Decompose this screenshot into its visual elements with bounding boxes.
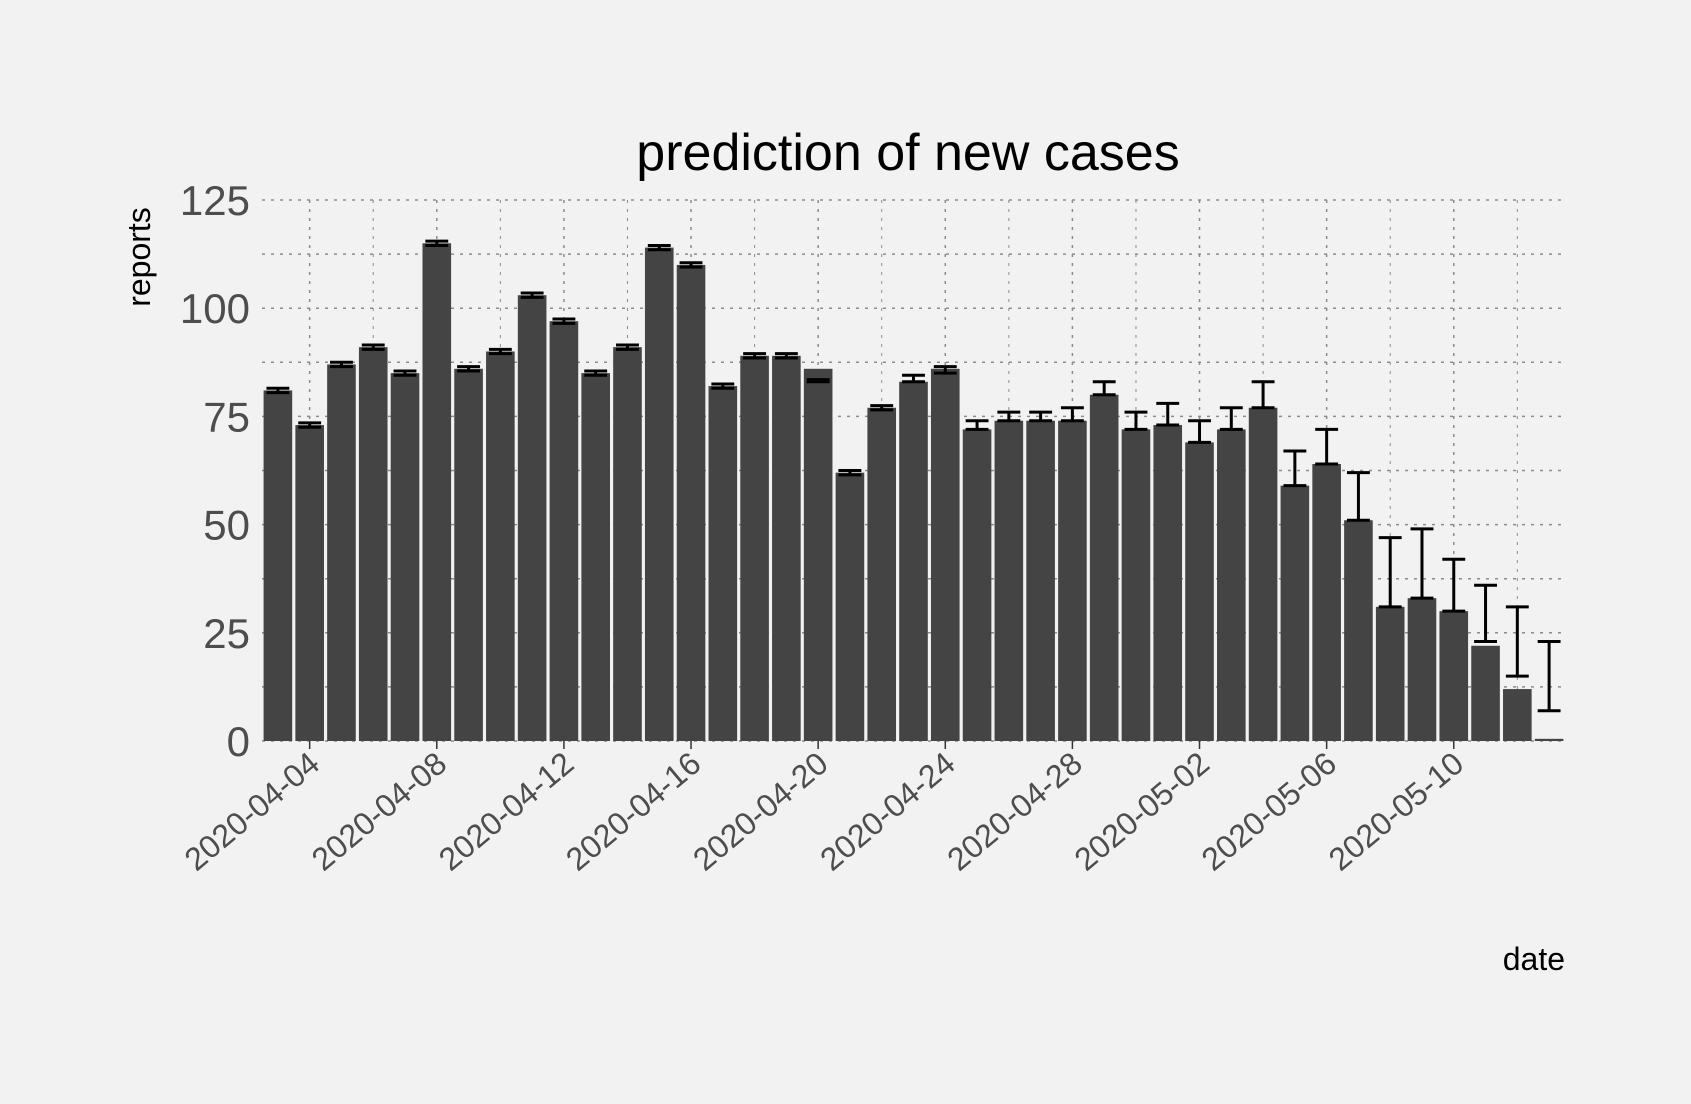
y-tick-label: 125: [180, 177, 250, 224]
error-bar: [774, 352, 798, 360]
bar: [358, 347, 388, 741]
error-bar: [997, 410, 1021, 423]
error-bar: [711, 382, 735, 390]
error-bar: [933, 365, 957, 375]
bar: [581, 373, 610, 741]
bar: [1058, 420, 1087, 741]
error-bar: [520, 291, 544, 299]
bar: [803, 368, 833, 741]
bars: [263, 243, 1564, 741]
bar: [1439, 611, 1469, 741]
bar: [1280, 485, 1310, 741]
error-bar: [1092, 380, 1116, 397]
bar: [740, 355, 769, 741]
error-bar: [743, 352, 767, 360]
error-bar: [1505, 605, 1529, 678]
bar: [1185, 442, 1214, 741]
error-bar: [1060, 406, 1084, 423]
y-tick-label: 25: [203, 610, 250, 657]
error-bar: [298, 421, 322, 429]
bar: [1026, 420, 1055, 741]
bar: [835, 472, 865, 741]
error-bar: [965, 419, 989, 431]
y-tick-label: 50: [203, 502, 250, 549]
error-bar: [1188, 419, 1211, 444]
bar: [930, 368, 960, 741]
y-axis-ticks: 0 25 50 75 100 125: [180, 177, 250, 765]
bar: [708, 386, 738, 741]
error-bar: [266, 386, 290, 395]
bar: [994, 420, 1024, 741]
bar: [613, 347, 642, 741]
error-bar: [330, 360, 353, 369]
bar: [899, 381, 928, 741]
bar: [676, 264, 706, 741]
bar: [517, 295, 547, 741]
bar: [549, 321, 579, 741]
error-bar: [1474, 583, 1497, 643]
error-bar: [1251, 380, 1275, 410]
error-bar: [425, 239, 449, 247]
bar: [295, 425, 324, 741]
bar: [1534, 738, 1564, 741]
error-bar: [1346, 471, 1370, 522]
bar: [486, 351, 515, 741]
bar: [1312, 464, 1341, 741]
bar: [1089, 394, 1119, 741]
error-bar: [647, 243, 671, 252]
bar: [644, 247, 674, 741]
bar: [1503, 689, 1532, 741]
bar: [1153, 425, 1183, 741]
bar: [1248, 407, 1278, 741]
error-bar: [393, 369, 417, 377]
chart-title: prediction of new cases: [636, 124, 1179, 182]
bar: [1407, 598, 1437, 741]
bar: [1471, 645, 1500, 741]
error-bar: [1219, 406, 1243, 431]
y-tick-label: 100: [180, 285, 250, 332]
bar: [1217, 429, 1246, 741]
error-bar: [552, 317, 576, 325]
error-bar: [584, 369, 608, 377]
error-bar: [679, 261, 703, 269]
error-bar: [1029, 410, 1053, 423]
error-bar: [1537, 639, 1561, 713]
error-bar: [457, 365, 481, 373]
y-tick-label: 75: [203, 393, 250, 440]
error-bar: [1378, 536, 1402, 609]
bar: [1375, 606, 1405, 741]
error-bar: [488, 347, 512, 356]
bar: [772, 355, 801, 741]
error-bar: [616, 343, 639, 351]
error-bar: [1442, 557, 1466, 613]
error-bar: [838, 469, 862, 477]
bar: [867, 407, 897, 741]
bar: [263, 390, 293, 741]
error-bar: [1124, 410, 1148, 431]
error-bar: [806, 378, 830, 384]
x-axis-label: date: [1503, 941, 1565, 977]
bar: [1344, 520, 1373, 741]
bar: [454, 368, 483, 741]
bar: [422, 243, 452, 741]
error-bar: [361, 343, 385, 351]
error-bar: [1156, 401, 1180, 427]
bar: [1121, 429, 1151, 741]
bar: [390, 373, 420, 741]
error-bar: [870, 404, 894, 412]
error-bar: [1410, 527, 1434, 600]
bar: [327, 364, 356, 741]
y-tick-label: 0: [227, 718, 250, 765]
error-bar: [1283, 449, 1307, 488]
error-bar: [902, 373, 925, 384]
error-bar: [1315, 427, 1339, 466]
error-bars: [266, 239, 1561, 713]
y-axis-label: reports: [121, 207, 157, 307]
bar: [962, 429, 992, 741]
